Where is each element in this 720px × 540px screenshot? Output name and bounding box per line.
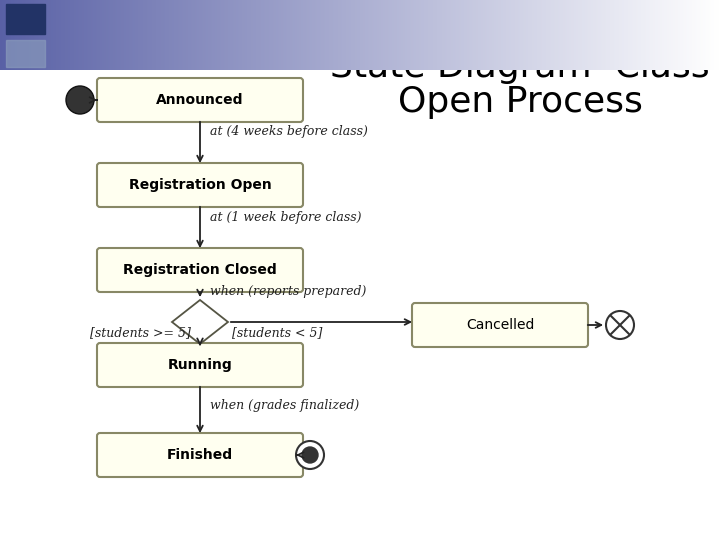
Text: Announced: Announced bbox=[156, 93, 244, 107]
Text: at (4 weeks before class): at (4 weeks before class) bbox=[210, 125, 368, 138]
Bar bbox=[6, 4, 45, 33]
Bar bbox=[6, 40, 45, 66]
Text: at (1 week before class): at (1 week before class) bbox=[210, 211, 361, 224]
Circle shape bbox=[302, 447, 318, 463]
Text: Registration Open: Registration Open bbox=[129, 178, 271, 192]
Text: Registration Closed: Registration Closed bbox=[123, 263, 277, 277]
Text: Finished: Finished bbox=[167, 448, 233, 462]
Polygon shape bbox=[172, 300, 228, 344]
Text: State Diagram  Class: State Diagram Class bbox=[330, 50, 710, 84]
Text: [students >= 5]: [students >= 5] bbox=[90, 327, 191, 340]
Circle shape bbox=[66, 86, 94, 114]
FancyBboxPatch shape bbox=[97, 163, 303, 207]
FancyBboxPatch shape bbox=[97, 78, 303, 122]
Text: Cancelled: Cancelled bbox=[466, 318, 534, 332]
FancyBboxPatch shape bbox=[97, 343, 303, 387]
Circle shape bbox=[606, 311, 634, 339]
Text: Open Process: Open Process bbox=[397, 85, 642, 119]
Text: [students < 5]: [students < 5] bbox=[232, 327, 323, 340]
FancyBboxPatch shape bbox=[412, 303, 588, 347]
Text: Running: Running bbox=[168, 358, 233, 372]
Text: when (reports prepared): when (reports prepared) bbox=[210, 286, 366, 299]
FancyBboxPatch shape bbox=[97, 433, 303, 477]
Text: when (grades finalized): when (grades finalized) bbox=[210, 399, 359, 411]
FancyBboxPatch shape bbox=[97, 248, 303, 292]
Circle shape bbox=[296, 441, 324, 469]
